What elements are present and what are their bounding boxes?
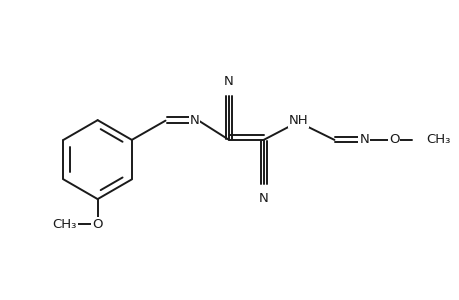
Text: O: O: [92, 218, 103, 231]
Text: CH₃: CH₃: [53, 218, 77, 231]
Text: O: O: [388, 134, 398, 146]
Text: NH: NH: [288, 114, 308, 127]
Text: N: N: [358, 134, 369, 146]
Text: N: N: [189, 114, 199, 127]
Text: N: N: [258, 192, 268, 205]
Text: CH₃: CH₃: [425, 134, 450, 146]
Text: N: N: [224, 75, 234, 88]
